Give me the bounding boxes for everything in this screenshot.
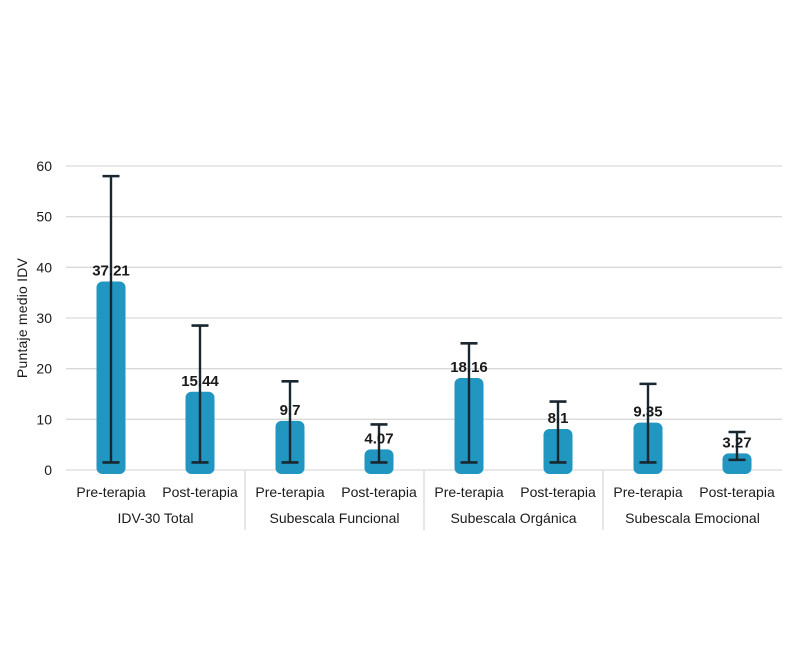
y-tick-label: 20 [36, 361, 52, 377]
category-label: Pre-terapia [613, 484, 682, 500]
value-label: 37.21 [92, 262, 130, 279]
value-label: 9.35 [633, 404, 662, 421]
y-tick-label: 60 [36, 158, 52, 174]
value-label: 4.07 [364, 430, 393, 447]
group-label: Subescala Emocional [625, 510, 760, 526]
value-label: 15.44 [181, 373, 219, 390]
category-label: Post-terapia [341, 484, 417, 500]
category-label: Post-terapia [699, 484, 775, 500]
category-label: Post-terapia [162, 484, 238, 500]
y-tick-label: 30 [36, 310, 52, 326]
category-label: Pre-terapia [255, 484, 324, 500]
y-tick-label: 50 [36, 209, 52, 225]
group-label: Subescala Orgánica [450, 510, 576, 526]
category-label: Pre-terapia [434, 484, 503, 500]
value-label: 18.16 [450, 359, 488, 376]
y-tick-label: 0 [44, 462, 52, 478]
y-tick-label: 10 [36, 411, 52, 427]
value-label: 3.27 [722, 434, 751, 451]
y-axis-title: Puntaje medio IDV [14, 257, 30, 379]
group-label: IDV-30 Total [117, 510, 193, 526]
category-label: Pre-terapia [76, 484, 145, 500]
y-tick-label: 40 [36, 259, 52, 275]
category-label: Post-terapia [520, 484, 596, 500]
group-label: Subescala Funcional [270, 510, 400, 526]
value-label: 8.1 [548, 410, 569, 427]
value-label: 9.7 [280, 402, 301, 419]
